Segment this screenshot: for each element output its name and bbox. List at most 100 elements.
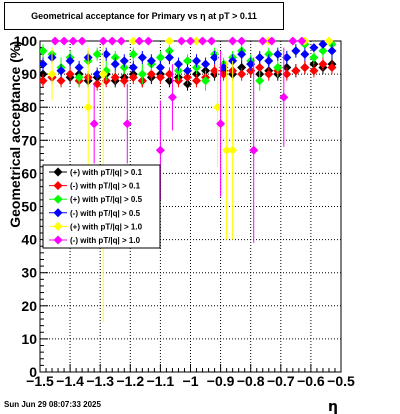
data-point — [210, 53, 220, 63]
data-point — [237, 69, 247, 79]
data-point — [258, 37, 268, 46]
data-point — [92, 79, 102, 89]
legend-marker — [53, 181, 63, 191]
data-point — [309, 43, 319, 53]
data-point — [83, 102, 93, 112]
y-tick-label: 50 — [21, 199, 37, 215]
data-point — [279, 92, 289, 102]
data-point — [192, 56, 202, 66]
data-point — [92, 69, 102, 79]
legend-label: (-) with pT/|q| > 0.1 — [70, 182, 141, 191]
data-point — [164, 69, 174, 79]
data-point — [273, 49, 283, 59]
data-point — [122, 119, 132, 129]
data-point — [164, 53, 174, 63]
data-point — [182, 56, 192, 66]
data-point — [119, 76, 129, 86]
data-point — [110, 72, 120, 82]
data-point — [264, 56, 274, 66]
data-point — [155, 145, 165, 155]
data-point — [318, 39, 328, 49]
data-point — [74, 72, 84, 82]
data-point — [128, 72, 138, 82]
legend-label: (+) with pT/|q| > 0.1 — [70, 168, 143, 177]
y-tick-label: 80 — [21, 99, 37, 115]
x-tick-label: −1.3 — [86, 373, 114, 389]
data-point — [192, 37, 202, 46]
data-point — [300, 49, 310, 59]
data-point — [40, 76, 48, 86]
timestamp: Sun Jun 29 08:07:33 2025 — [4, 400, 101, 409]
data-point — [176, 37, 186, 46]
data-point — [137, 53, 147, 63]
data-point — [207, 37, 217, 46]
data-point — [47, 69, 57, 79]
data-point — [68, 37, 78, 46]
data-point — [255, 76, 265, 86]
data-point — [98, 37, 108, 46]
data-point — [222, 145, 232, 155]
data-point — [116, 37, 126, 46]
legend-box — [42, 164, 161, 249]
data-point — [318, 46, 328, 56]
data-point — [324, 37, 334, 46]
data-point — [255, 53, 265, 63]
y-tick-label: 20 — [21, 298, 37, 314]
y-tick-label: 0 — [29, 364, 37, 380]
data-point — [237, 49, 247, 59]
data-point — [201, 59, 211, 69]
data-point — [74, 62, 84, 72]
data-point — [155, 72, 165, 82]
data-point — [40, 69, 48, 79]
data-point — [89, 119, 99, 129]
x-tick-label: −1.4 — [56, 373, 84, 389]
data-point — [228, 145, 238, 155]
data-point — [65, 69, 75, 79]
data-point — [128, 62, 138, 72]
data-point — [50, 37, 60, 46]
data-point — [164, 37, 174, 46]
legend-marker — [53, 167, 63, 177]
chart-title: Geometrical acceptance for Primary vs η … — [4, 2, 284, 30]
data-point — [98, 69, 108, 79]
x-tick-label: −0.6 — [297, 373, 325, 389]
data-point — [128, 37, 138, 46]
data-point — [128, 49, 138, 59]
y-tick-label: 40 — [21, 232, 37, 248]
data-layer — [40, 37, 337, 323]
data-point — [40, 59, 48, 69]
data-point — [92, 49, 102, 59]
data-point — [309, 66, 319, 76]
data-point — [40, 46, 48, 56]
data-point — [65, 56, 75, 66]
data-point — [273, 62, 283, 72]
data-point — [327, 62, 337, 72]
data-point — [173, 59, 183, 69]
data-point — [77, 37, 87, 46]
x-tick-label: −0.9 — [207, 373, 235, 389]
x-tick-label: −1.5 — [26, 373, 54, 389]
data-point — [213, 102, 223, 112]
legend-label: (+) with pT/|q| > 0.5 — [70, 195, 143, 204]
data-point — [249, 145, 259, 155]
data-point — [56, 66, 66, 76]
x-tick-label: −1 — [183, 373, 199, 389]
data-point — [198, 37, 208, 46]
x-tick-label: −1.2 — [116, 373, 144, 389]
data-point — [107, 37, 117, 46]
data-point — [192, 76, 202, 86]
data-point — [282, 69, 292, 79]
x-axis-label: η — [328, 399, 338, 414]
data-point — [56, 76, 66, 86]
data-point — [327, 46, 337, 56]
legend-marker — [53, 235, 63, 245]
data-point — [110, 59, 120, 69]
chart-title-text: Geometrical acceptance for Primary vs η … — [31, 11, 257, 21]
data-point — [134, 37, 144, 46]
y-tick-label: 100 — [14, 33, 38, 49]
data-point — [297, 37, 307, 46]
x-tick-label: −0.5 — [327, 373, 355, 389]
x-tick-label: −0.7 — [267, 373, 295, 389]
data-point — [219, 62, 229, 72]
